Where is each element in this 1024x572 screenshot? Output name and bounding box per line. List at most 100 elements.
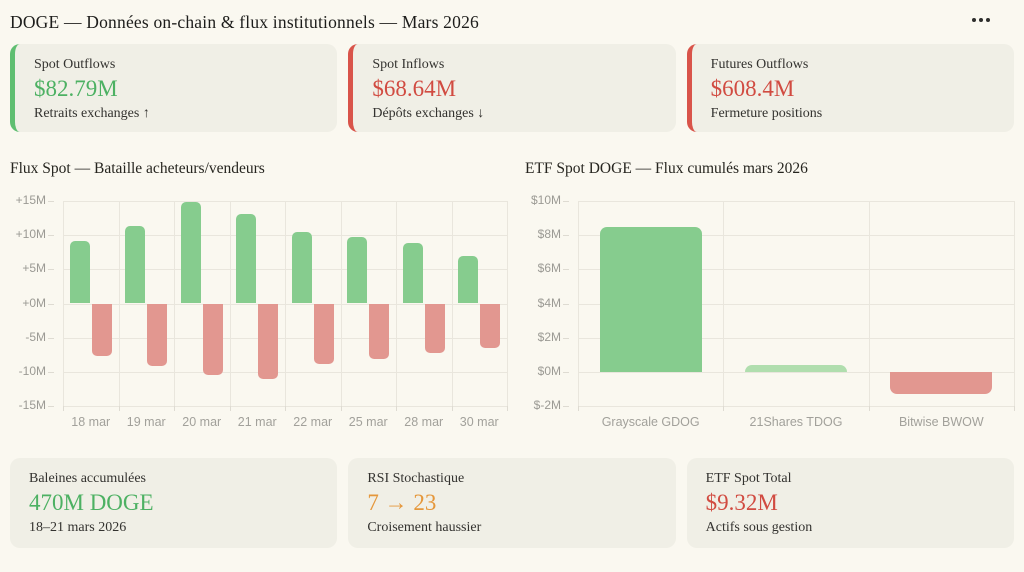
x-axis-tick-mark <box>507 406 508 411</box>
bar-acheteurs-30-mar[interactable] <box>458 256 479 304</box>
charts-row: Flux Spot — Bataille acheteurs/vendeurs … <box>10 160 1015 429</box>
stat-sub: Croisement haussier <box>367 520 482 536</box>
y-axis-tick-label: $0M <box>537 363 561 378</box>
x-axis-tick-mark <box>174 406 175 411</box>
y-axis-tick-mark <box>48 201 54 202</box>
stat-label: Baleines accumulées <box>29 471 147 486</box>
flux-spot-chart: Flux Spot — Bataille acheteurs/vendeurs … <box>10 160 508 429</box>
bar-acheteurs-28-mar[interactable] <box>402 242 423 304</box>
bar-bitwise-bwow[interactable] <box>890 371 993 395</box>
bar-acheteurs-19-mar[interactable] <box>125 226 146 304</box>
bar-acheteurs-18-mar[interactable] <box>69 240 90 304</box>
x-axis-label: Bitwise BWOW <box>898 415 984 429</box>
bar-vendeurs-20-mar[interactable] <box>202 303 223 375</box>
y-axis-tick-mark <box>48 235 54 237</box>
more-options-icon <box>972 18 976 22</box>
bar-vendeurs-28-mar[interactable] <box>424 303 445 354</box>
y-axis-tick-mark <box>48 303 54 305</box>
x-axis-label: 21Shares TDOG <box>749 415 843 429</box>
y-axis-tick-mark <box>48 269 54 271</box>
gridline-vertical <box>396 201 397 406</box>
stat-sub: Actifs sous gestion <box>705 520 813 536</box>
bar-acheteurs-21-mar[interactable] <box>236 213 257 304</box>
y-axis-tick-mark <box>563 303 569 305</box>
x-axis-tick-mark <box>63 406 64 411</box>
gridline-vertical <box>868 201 870 406</box>
stat-card-rsi: RSI Stochastique 7 → 23 Croisement hauss… <box>348 458 676 548</box>
chart-area: $10M $8M $6M $4M $2M $0M $-2M <box>525 193 1015 412</box>
bar-vendeurs-21-mar[interactable] <box>258 303 279 380</box>
bar-acheteurs-20-mar[interactable] <box>180 202 201 304</box>
gridline-vertical <box>174 201 175 406</box>
gridline-horizontal <box>578 406 1014 407</box>
x-axis-label: 18 mar <box>71 415 111 429</box>
stat-label: Futures Outflows <box>710 57 809 72</box>
top-stats-row: Spot Outflows $82.79M Retraits exchanges… <box>10 44 1014 132</box>
x-axis-tick-mark <box>396 406 397 411</box>
y-axis-tick-label: +10M <box>15 227 46 242</box>
x-axis-label: 28 mar <box>404 415 444 429</box>
bar-vendeurs-30-mar[interactable] <box>480 303 501 348</box>
stat-value: 470M DOGE <box>29 490 154 515</box>
gridline-vertical <box>507 201 508 406</box>
gridline-horizontal <box>578 303 1014 305</box>
x-axis-tick-mark <box>868 406 870 411</box>
stat-sub: 18–21 mars 2026 <box>29 520 127 536</box>
bar-vendeurs-18-mar[interactable] <box>91 303 112 357</box>
gridline-horizontal <box>578 201 1014 202</box>
y-axis-tick-mark <box>48 371 54 373</box>
y-axis-tick-mark <box>48 337 54 339</box>
stat-card-baleines: Baleines accumulées 470M DOGE 18–21 mars… <box>10 458 338 548</box>
y-axis-tick-mark <box>563 201 569 202</box>
y-axis-tick-label: -10M <box>18 363 46 378</box>
y-axis-tick-label: $10M <box>530 193 561 207</box>
gridline-vertical <box>340 201 342 406</box>
chart-area: +15M +10M +5M +0M -5M -10M -15M <box>10 193 508 412</box>
x-axis-label: 30 mar <box>459 415 499 429</box>
y-axis-tick-label: $8M <box>537 227 561 242</box>
x-axis-tick-mark <box>118 406 120 411</box>
y-axis-tick-mark <box>563 371 569 373</box>
etf-spot-chart: ETF Spot DOGE — Flux cumulés mars 2026 $… <box>525 160 1015 429</box>
x-axis-labels: Grayscale GDOG 21Shares TDOG Bitwise BWOW <box>578 415 1014 429</box>
gridline-vertical <box>451 201 453 406</box>
bar-vendeurs-19-mar[interactable] <box>147 303 168 367</box>
y-axis-tick-label: $6M <box>537 261 561 276</box>
stat-card-futures-outflows: Futures Outflows $608.4M Fermeture posit… <box>686 44 1014 132</box>
plot-area <box>578 201 1015 411</box>
stat-card-spot-outflows: Spot Outflows $82.79M Retraits exchanges… <box>10 44 338 132</box>
gridline-vertical <box>285 201 286 406</box>
more-options-icon <box>986 18 990 22</box>
plot-area <box>63 201 508 411</box>
y-axis: +15M +10M +5M +0M -5M -10M -15M <box>10 193 54 412</box>
gridline-horizontal <box>578 235 1014 237</box>
bar-vendeurs-25-mar[interactable] <box>369 303 390 359</box>
gridline-vertical <box>723 201 725 406</box>
gridline-horizontal <box>578 337 1014 339</box>
bar-21shares-tdog[interactable] <box>745 365 847 372</box>
y-axis-tick-label: +15M <box>15 193 46 207</box>
gridline-vertical <box>578 201 579 406</box>
y-axis-tick-mark <box>48 406 54 407</box>
stat-value: $68.64M <box>372 76 457 101</box>
bar-acheteurs-22-mar[interactable] <box>291 232 312 304</box>
gridline-horizontal <box>578 371 1014 373</box>
x-axis-tick-mark <box>340 406 342 411</box>
y-axis-tick-mark <box>563 337 569 339</box>
page-title: DOGE — Données on-chain & flux instituti… <box>10 12 479 32</box>
gridline-vertical <box>1014 201 1015 406</box>
bar-grayscale-gdog[interactable] <box>599 226 702 372</box>
x-axis-label: 22 mar <box>293 415 333 429</box>
y-axis-tick-label: $2M <box>537 329 561 344</box>
x-axis-label: 21 mar <box>237 415 277 429</box>
bar-acheteurs-25-mar[interactable] <box>347 237 368 304</box>
stat-sub: Retraits exchanges ↑ <box>34 106 150 122</box>
y-axis-tick-mark <box>563 269 569 271</box>
gridline-horizontal <box>578 269 1014 271</box>
stat-value: $608.4M <box>710 76 795 101</box>
more-options-button[interactable] <box>968 10 994 30</box>
stat-label: Spot Inflows <box>372 57 445 72</box>
bar-vendeurs-22-mar[interactable] <box>313 303 334 365</box>
x-axis-tick-mark <box>578 406 579 411</box>
y-axis-tick-mark <box>563 235 569 237</box>
